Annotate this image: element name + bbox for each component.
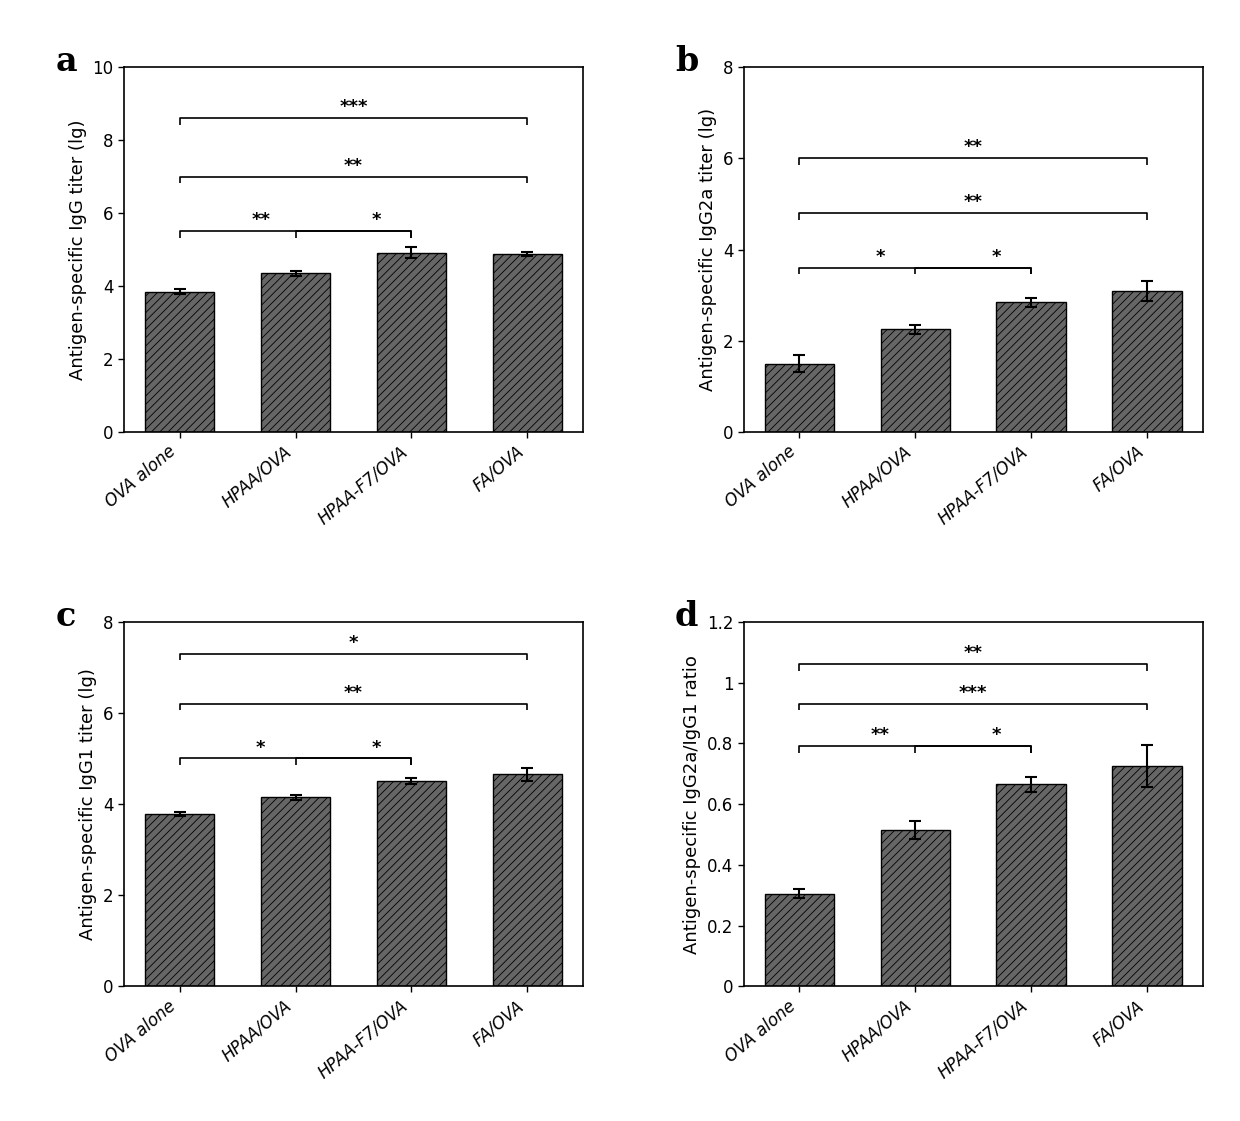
Bar: [260, 274, 330, 432]
Text: b: b: [675, 45, 698, 78]
Bar: [1112, 290, 1182, 432]
Text: *: *: [875, 248, 885, 266]
Bar: [765, 363, 835, 432]
Text: **: **: [343, 157, 363, 175]
Bar: [1112, 766, 1182, 986]
Text: **: **: [252, 212, 270, 230]
Y-axis label: Antigen-specific IgG titer (lg): Antigen-specific IgG titer (lg): [69, 120, 87, 380]
Bar: [880, 830, 950, 986]
Bar: [377, 252, 446, 432]
Bar: [765, 893, 835, 986]
Text: a: a: [55, 45, 77, 78]
Bar: [492, 254, 562, 432]
Text: **: **: [963, 193, 983, 211]
Text: d: d: [675, 600, 698, 633]
Y-axis label: Antigen-specific IgG2a titer (lg): Antigen-specific IgG2a titer (lg): [699, 108, 717, 391]
Bar: [880, 330, 950, 432]
Bar: [492, 775, 562, 986]
Text: *: *: [992, 248, 1001, 266]
Y-axis label: Antigen-specific IgG2a/IgG1 ratio: Antigen-specific IgG2a/IgG1 ratio: [683, 655, 702, 954]
Text: ***: ***: [959, 684, 987, 702]
Text: **: **: [870, 726, 890, 744]
Bar: [377, 781, 446, 986]
Bar: [145, 291, 215, 432]
Text: **: **: [343, 684, 363, 702]
Text: *: *: [348, 633, 358, 651]
Bar: [260, 797, 330, 986]
Y-axis label: Antigen-specific IgG1 titer (lg): Antigen-specific IgG1 titer (lg): [79, 668, 98, 941]
Bar: [145, 814, 215, 986]
Text: **: **: [963, 645, 983, 663]
Text: *: *: [372, 212, 382, 230]
Text: *: *: [992, 726, 1001, 744]
Text: **: **: [963, 139, 983, 157]
Text: *: *: [255, 739, 265, 757]
Text: c: c: [55, 600, 76, 633]
Bar: [997, 302, 1066, 432]
Text: *: *: [372, 739, 382, 757]
Bar: [997, 785, 1066, 986]
Text: ***: ***: [340, 99, 368, 117]
